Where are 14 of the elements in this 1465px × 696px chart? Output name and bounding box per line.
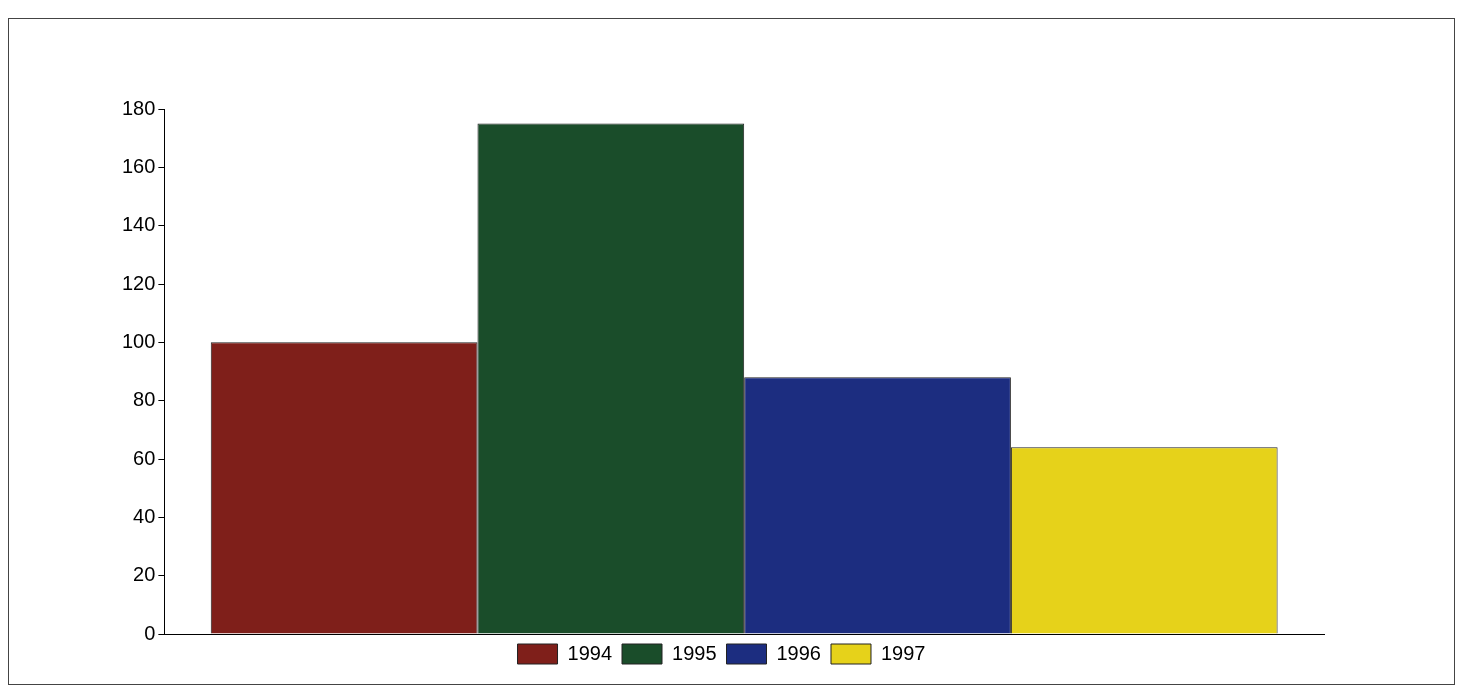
y-tick-label: 100 bbox=[121, 329, 156, 352]
y-tick-label: 80 bbox=[133, 388, 156, 411]
y-tick-label: 60 bbox=[133, 446, 156, 469]
y-tick-label: 120 bbox=[121, 271, 156, 294]
legend-label: 1996 bbox=[776, 641, 821, 664]
y-tick-label: 0 bbox=[144, 621, 156, 644]
y-tick-label: 40 bbox=[133, 504, 156, 527]
y-tick-label: 20 bbox=[133, 563, 156, 586]
legend-label: 1997 bbox=[880, 641, 926, 664]
y-tick-label: 180 bbox=[121, 96, 156, 119]
legend-label: 1995 bbox=[672, 641, 717, 664]
legend-label: 1994 bbox=[567, 641, 613, 664]
y-tick-label: 160 bbox=[121, 154, 156, 177]
y-tick-label: 140 bbox=[121, 213, 156, 236]
